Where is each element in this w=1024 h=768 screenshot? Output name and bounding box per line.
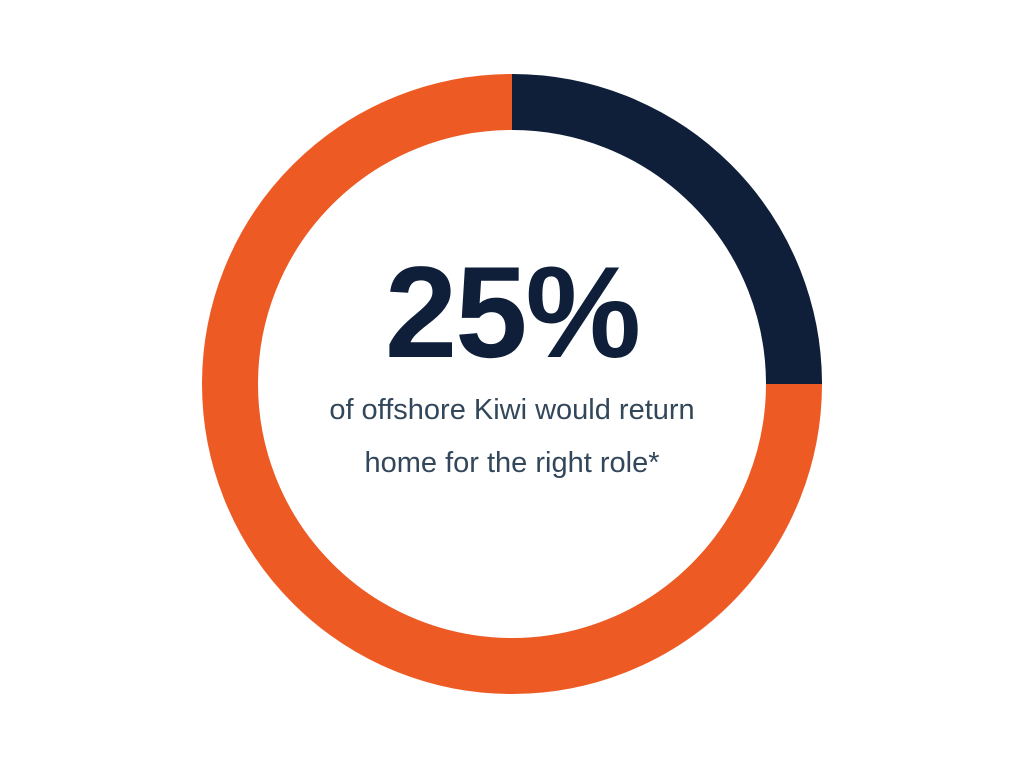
stat-caption-line-1: of offshore Kiwi would return	[270, 391, 754, 430]
donut-center-text: 25% of offshore Kiwi would return home f…	[270, 247, 754, 483]
stat-value: 25%	[270, 247, 754, 377]
infographic-stage: 25% of offshore Kiwi would return home f…	[0, 0, 1024, 768]
donut-chart: 25% of offshore Kiwi would return home f…	[202, 74, 822, 694]
stat-caption-line-2: home for the right role*	[270, 444, 754, 483]
